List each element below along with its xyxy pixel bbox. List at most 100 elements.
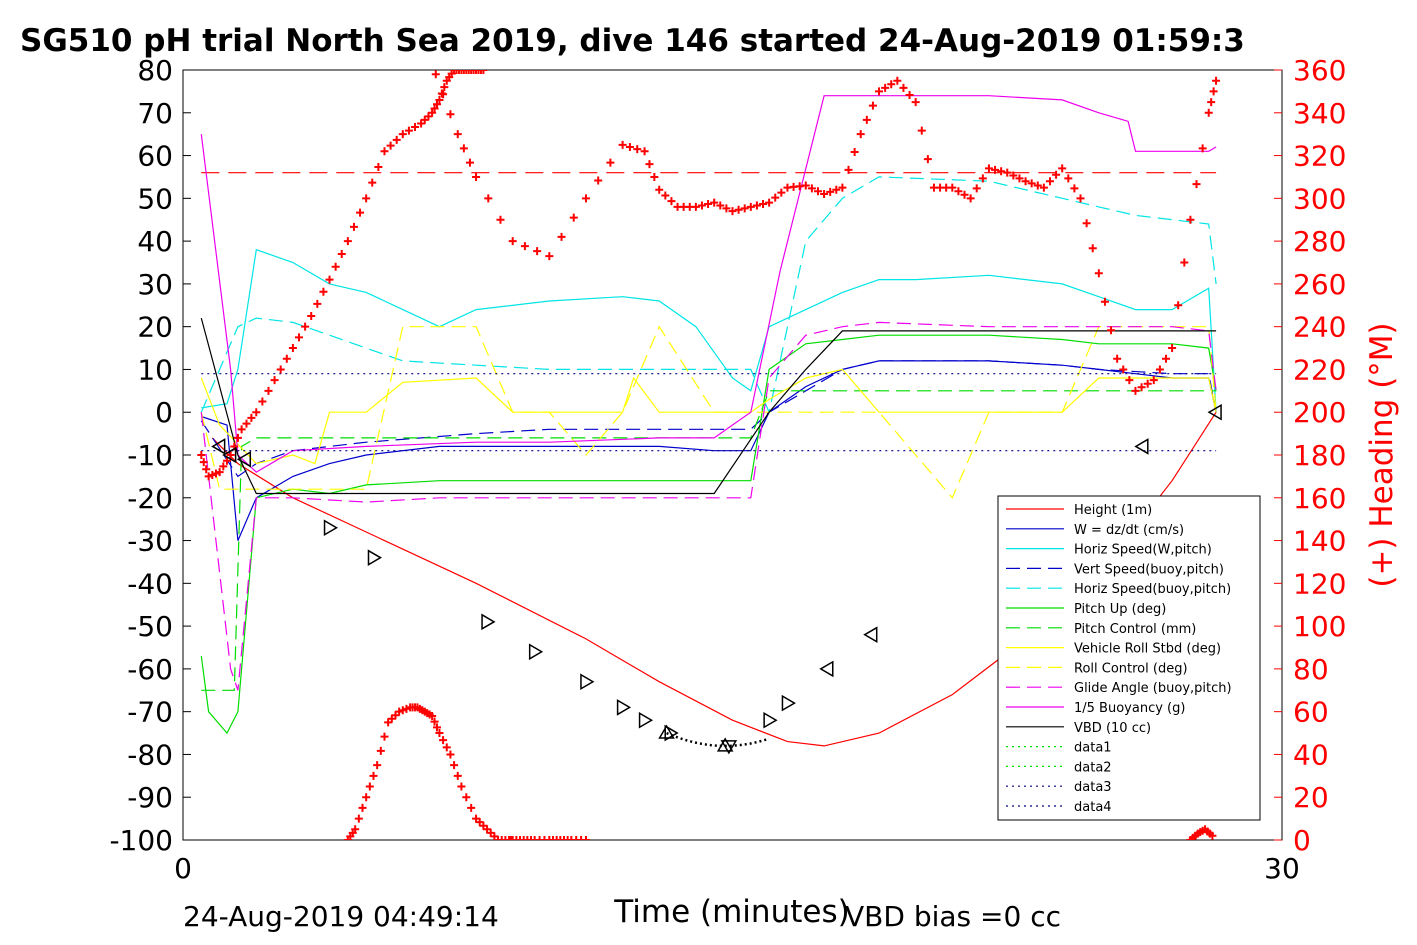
heading-marker (362, 194, 371, 203)
heading-marker (446, 110, 455, 119)
left-tick-label: -100 (109, 824, 173, 857)
direction-marker (222, 446, 237, 464)
series-line-3 (200, 360, 1217, 478)
heading-marker (1082, 219, 1091, 228)
heading-marker (465, 158, 474, 167)
heading-marker (472, 172, 481, 181)
heading-marker (467, 803, 476, 812)
heading-marker (476, 70, 485, 74)
right-axis-label: (+) Heading (°M) (1364, 322, 1400, 587)
direction-marker (863, 626, 878, 643)
heading-marker (459, 70, 468, 74)
heading-marker (1186, 215, 1195, 224)
heading-marker (556, 836, 565, 840)
direction-marker (211, 438, 226, 455)
heading-marker (479, 70, 488, 74)
heading-marker (398, 130, 407, 139)
heading-marker (430, 717, 439, 726)
legend-label-1: W = dz/dt (cm/s) (1074, 523, 1184, 538)
heading-marker (813, 187, 822, 196)
heading-marker (313, 299, 322, 308)
heading-marker (202, 465, 211, 474)
heading-marker (467, 70, 476, 74)
heading-marker (1174, 301, 1183, 310)
heading-marker (222, 456, 231, 465)
heading-marker (325, 275, 334, 284)
heading-marker (373, 761, 382, 770)
left-tick-label: 0 (155, 396, 173, 429)
left-tick-label: 30 (137, 268, 173, 301)
direction-marker (819, 660, 834, 678)
heading-marker (552, 836, 561, 840)
heading-marker (1113, 354, 1122, 363)
legend-label-13: data2 (1074, 760, 1112, 775)
heading-marker (923, 155, 932, 164)
heading-marker (606, 158, 615, 167)
heading-marker (1100, 297, 1109, 306)
series-line-4 (200, 176, 1217, 415)
direction-marker (528, 643, 544, 661)
heading-marker (386, 141, 395, 150)
heading-marker (1143, 379, 1152, 388)
heading-marker (462, 70, 471, 74)
heading-marker (667, 197, 676, 206)
heading-marker (428, 108, 437, 117)
heading-marker (264, 386, 273, 395)
direction-marker (323, 519, 339, 537)
heading-marker (984, 164, 993, 173)
left-tick-label: 10 (137, 353, 173, 386)
bottom-tick-label: 30 (1264, 852, 1300, 885)
heading-marker (354, 814, 363, 823)
heading-marker (545, 252, 554, 261)
heading-marker (252, 408, 261, 417)
heading-marker (540, 836, 549, 840)
heading-marker (369, 771, 378, 780)
heading-marker (501, 836, 510, 840)
heading-marker (991, 165, 1000, 174)
heading-marker (978, 174, 987, 183)
heading-marker (728, 207, 737, 216)
heading-marker (349, 222, 358, 231)
legend-label-7: Vehicle Roll Stbd (deg) (1074, 642, 1221, 657)
heading-marker (454, 70, 463, 74)
series-line-10 (200, 95, 1217, 473)
heading-marker (432, 723, 441, 732)
heading-marker (710, 198, 719, 207)
right-tick-label: 160 (1293, 482, 1346, 515)
left-tick-label: 60 (137, 140, 173, 173)
heading-marker (435, 95, 444, 104)
left-tick-label: -80 (127, 738, 173, 771)
right-tick-label: 180 (1293, 439, 1346, 472)
legend-label-12: data1 (1074, 741, 1112, 756)
heading-marker (496, 215, 505, 224)
heading-marker (219, 462, 228, 471)
heading-marker (1033, 181, 1042, 190)
right-tick-label: 300 (1293, 182, 1346, 215)
heading-marker (557, 232, 566, 241)
left-tick-label: 20 (137, 311, 173, 344)
heading-marker (469, 70, 478, 74)
heading-marker (428, 711, 437, 720)
direction-marker (367, 549, 382, 566)
legend-label-6: Pitch Control (mm) (1074, 622, 1196, 637)
heading-marker (752, 201, 761, 210)
heading-marker (1131, 386, 1140, 395)
heading-marker (759, 200, 768, 209)
heading-marker (494, 836, 503, 840)
heading-marker (442, 743, 451, 752)
right-tick-label: 260 (1293, 268, 1346, 301)
heading-marker (972, 184, 981, 193)
heading-marker (380, 147, 389, 156)
heading-marker (439, 90, 448, 99)
heading-marker (1161, 354, 1170, 363)
series-line-2 (201, 248, 1217, 413)
heading-marker (691, 202, 700, 211)
legend-label-8: Roll Control (deg) (1074, 661, 1188, 676)
heading-marker (625, 143, 634, 151)
heading-marker (1094, 269, 1103, 278)
heading-marker (247, 413, 256, 422)
heading-marker (844, 165, 853, 174)
heading-marker (258, 397, 267, 406)
direction-marker (481, 613, 496, 631)
heading-marker (197, 451, 206, 459)
